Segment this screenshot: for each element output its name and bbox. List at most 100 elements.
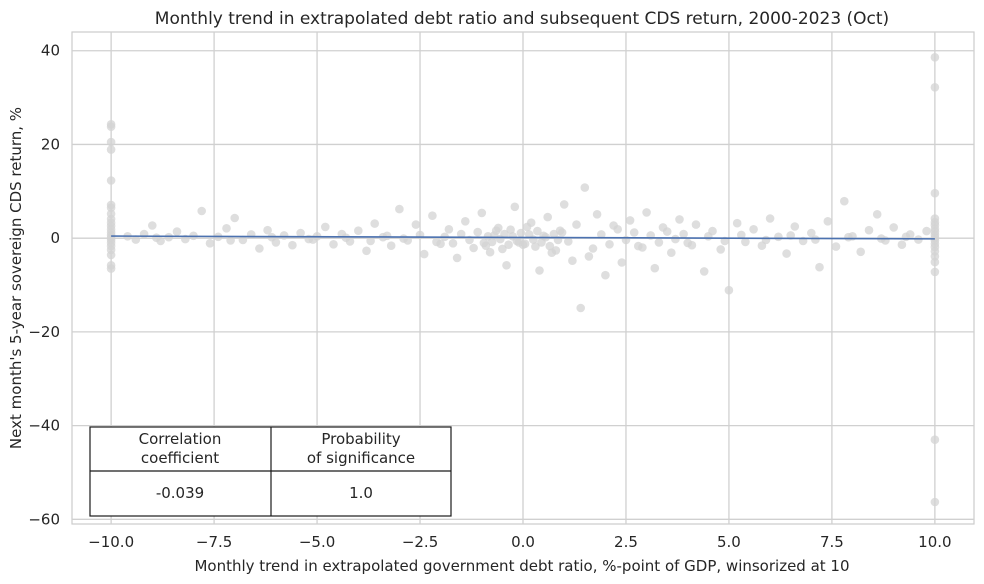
data-point (504, 240, 513, 249)
data-point (650, 263, 660, 273)
data-point (662, 227, 672, 236)
data-point (675, 215, 684, 224)
data-point (238, 235, 248, 245)
data-point (106, 203, 116, 212)
data-point (564, 237, 573, 246)
data-point (498, 244, 507, 254)
data-point (321, 222, 330, 232)
data-point (502, 261, 511, 270)
data-point (477, 208, 487, 218)
data-point (529, 235, 538, 244)
data-point (629, 228, 639, 237)
data-point (786, 231, 795, 240)
x-tick-label: 2.5 (614, 533, 638, 551)
data-point (512, 236, 522, 246)
data-point (617, 258, 627, 267)
data-point (279, 231, 289, 240)
data-point (506, 225, 515, 234)
table-header-correlation-line1: Correlation (139, 430, 222, 448)
data-point (588, 244, 598, 253)
data-point (543, 212, 552, 222)
data-point (732, 218, 742, 228)
data-point (790, 222, 800, 231)
data-point (922, 226, 931, 236)
y-tick-label: 40 (41, 42, 60, 60)
data-point (782, 249, 791, 258)
data-point (897, 240, 907, 249)
data-point (889, 223, 898, 232)
data-point (568, 256, 577, 266)
data-point (106, 122, 116, 131)
y-tick-label: 0 (50, 229, 60, 247)
data-point (547, 248, 557, 257)
data-point (288, 240, 297, 250)
data-point (749, 225, 758, 234)
data-point (741, 237, 750, 247)
data-point (152, 233, 161, 242)
data-point (930, 83, 940, 92)
data-point (106, 264, 116, 273)
data-point (901, 232, 911, 242)
data-point (671, 234, 680, 244)
data-point (469, 243, 478, 253)
data-point (516, 228, 526, 238)
data-point (533, 226, 542, 236)
table-header-probability-line2: of significance (307, 449, 415, 467)
regression-line-group (111, 235, 935, 240)
data-point (522, 222, 532, 232)
data-point (485, 247, 495, 257)
data-point (592, 210, 602, 219)
data-point (597, 230, 606, 239)
data-point (613, 225, 622, 234)
data-point (428, 211, 437, 220)
data-point (164, 232, 174, 242)
data-point (399, 234, 408, 243)
data-point (716, 245, 725, 254)
x-axis: −10.0 −7.5 −5.0 −2.5 0.0 2.5 5.0 7.5 10.0 (88, 533, 951, 551)
data-point (815, 262, 824, 272)
data-point (296, 228, 305, 238)
data-point (724, 285, 734, 295)
data-point (255, 244, 264, 253)
data-point (354, 226, 363, 235)
data-point (205, 239, 215, 248)
y-tick-label: 20 (41, 135, 60, 153)
data-point (765, 214, 775, 223)
x-axis-label: Monthly trend in extrapolated government… (194, 557, 849, 575)
stats-table: Correlation coefficient Probability of s… (89, 426, 452, 517)
data-point (139, 229, 149, 239)
data-point (930, 267, 940, 277)
data-point (432, 237, 441, 247)
data-point (584, 252, 594, 261)
data-point (559, 200, 569, 209)
data-point (230, 213, 239, 223)
data-point (642, 208, 651, 217)
data-point (222, 224, 231, 233)
data-point (106, 176, 116, 185)
data-point (930, 435, 940, 445)
data-point (930, 497, 940, 507)
data-point (386, 241, 396, 250)
data-point (687, 240, 697, 250)
data-point (329, 240, 338, 249)
y-tick-label: −20 (28, 323, 60, 341)
data-point (444, 225, 454, 234)
data-point (621, 235, 631, 245)
data-point (930, 257, 940, 267)
y-tick-label: −60 (28, 510, 60, 528)
data-point (638, 243, 647, 252)
y-axis: −60 −40 −20 0 20 40 (28, 42, 60, 529)
data-point (131, 235, 141, 244)
data-point (930, 53, 940, 62)
data-point (605, 240, 614, 249)
data-point (491, 226, 501, 235)
data-point (679, 229, 688, 239)
data-point (341, 233, 351, 242)
data-point (699, 267, 709, 276)
data-point (510, 202, 520, 212)
data-point (197, 206, 206, 216)
data-point (456, 229, 466, 239)
data-point (362, 246, 371, 256)
data-point (535, 266, 544, 275)
data-point (531, 242, 540, 251)
